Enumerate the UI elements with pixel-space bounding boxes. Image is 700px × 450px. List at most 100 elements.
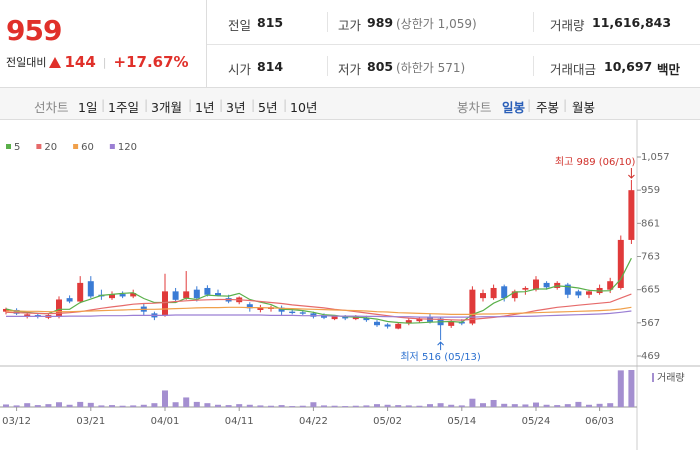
candle-body: [511, 291, 518, 299]
stat-value: 805: [367, 59, 394, 74]
y-tick-label: 1,057: [641, 152, 670, 163]
legend-swatch: [109, 144, 115, 149]
volume-bar: [427, 404, 433, 407]
volume-bar: [3, 404, 9, 407]
candle-body: [416, 318, 423, 322]
candle-body: [130, 293, 137, 297]
period-tab[interactable]: 주봉: [536, 100, 560, 115]
stat-note: (상한가 1,059): [396, 17, 477, 31]
volume-bar: [405, 405, 412, 407]
volume-bar: [24, 403, 31, 407]
candle-body: [257, 307, 264, 310]
volume-bar: [289, 406, 296, 407]
y-tick-label: 665: [641, 285, 660, 296]
period-tab[interactable]: 3개월: [151, 100, 182, 115]
volume-bar: [596, 403, 603, 407]
candle-body: [501, 286, 508, 299]
volume-bar: [162, 390, 168, 407]
up-icon: [49, 56, 62, 68]
volume-bar: [119, 405, 126, 407]
period-tab[interactable]: 1주일: [108, 100, 139, 115]
legend-swatch: [73, 144, 79, 149]
legend-label: 120: [118, 142, 137, 153]
stat-label: 전일: [228, 18, 252, 33]
x-tick-label: 04/22: [299, 416, 328, 427]
candle-body: [564, 284, 571, 295]
period-tab[interactable]: 3년: [226, 100, 246, 115]
candle-body: [395, 323, 402, 329]
volume-bar: [363, 405, 370, 407]
volume-bar: [140, 404, 147, 407]
candle-body: [352, 316, 359, 320]
volume-bar: [225, 405, 232, 407]
volume-bar: [236, 404, 243, 407]
chart: 1,057 959 861 763 665 567 469 5 20 60 120 03/12 03/2…: [0, 120, 700, 450]
stats-panel: 전일 815 고가 989 (상한가 1,059) 거래량 11,616,843…: [207, 0, 700, 88]
volume-bar: [77, 401, 84, 407]
candle-body: [469, 289, 476, 324]
moving-average-line: [6, 306, 632, 315]
volume-bar: [511, 404, 518, 407]
volume-bar: [299, 405, 306, 407]
candle-body: [522, 287, 529, 290]
x-tick-label: 03/12: [2, 416, 31, 427]
candle-body: [331, 315, 338, 320]
period-tab[interactable]: 1년: [195, 100, 215, 115]
volume-bar: [342, 406, 349, 407]
period-tab[interactable]: 10년: [290, 100, 318, 115]
volume-bar: [56, 402, 62, 407]
quote-panel: 959 전일대비 144 | +17.67%: [0, 0, 207, 88]
divider: |: [102, 55, 107, 69]
candle-body: [575, 291, 582, 296]
candle-body: [607, 281, 614, 290]
y-tick-label: 469: [641, 351, 660, 362]
x-tick-label: 05/14: [447, 416, 476, 427]
stat-value: 10,697: [604, 59, 653, 74]
volume-bar: [374, 404, 380, 407]
candle-body: [374, 321, 380, 326]
volume-bar: [607, 403, 614, 407]
volume-bar: [13, 405, 20, 407]
volume-bar: [109, 405, 115, 407]
change-row: 전일대비 144 | +17.67%: [6, 53, 189, 71]
period-tab[interactable]: 일봉: [502, 100, 526, 115]
volume-bar: [586, 404, 592, 407]
tab-separator: |: [101, 97, 106, 112]
volume-bar: [554, 405, 561, 407]
candle-body: [119, 294, 126, 297]
candle-body: [533, 279, 539, 290]
volume-bar: [395, 405, 402, 407]
period-tab[interactable]: 월봉: [572, 100, 596, 115]
tab-group-label: 선차트: [34, 100, 69, 115]
candle-body: [586, 291, 592, 295]
volume-bar: [416, 405, 423, 407]
tab-separator: |: [144, 97, 149, 112]
candle-body: [617, 239, 624, 288]
stat-unit: 백만: [657, 62, 681, 77]
tab-separator: |: [219, 97, 224, 112]
x-tick-label: 04/11: [225, 416, 254, 427]
stat-label: 시가: [228, 62, 252, 77]
legend-swatch: [6, 144, 11, 149]
tab-separator: |: [563, 97, 568, 112]
period-tab[interactable]: 1일: [78, 100, 98, 115]
volume-label: 거래량: [657, 372, 685, 384]
divider: [533, 56, 534, 76]
candle-body: [299, 312, 306, 314]
candle-body: [193, 289, 200, 299]
volume-bar: [257, 405, 264, 407]
volume-bar: [490, 399, 497, 407]
stat-value: 989: [367, 15, 394, 30]
candle-body: [448, 321, 455, 326]
legend-label: 60: [81, 142, 94, 153]
volume-bar: [45, 404, 52, 407]
volume-bar: [480, 403, 486, 407]
volume-bar: [172, 402, 179, 407]
stat-label: 고가: [338, 18, 362, 33]
period-tab[interactable]: 5년: [258, 100, 278, 115]
high-arrow: [628, 168, 635, 179]
candle-body: [543, 282, 550, 288]
candle-body: [172, 291, 179, 300]
x-tick-label: 03/21: [76, 416, 105, 427]
